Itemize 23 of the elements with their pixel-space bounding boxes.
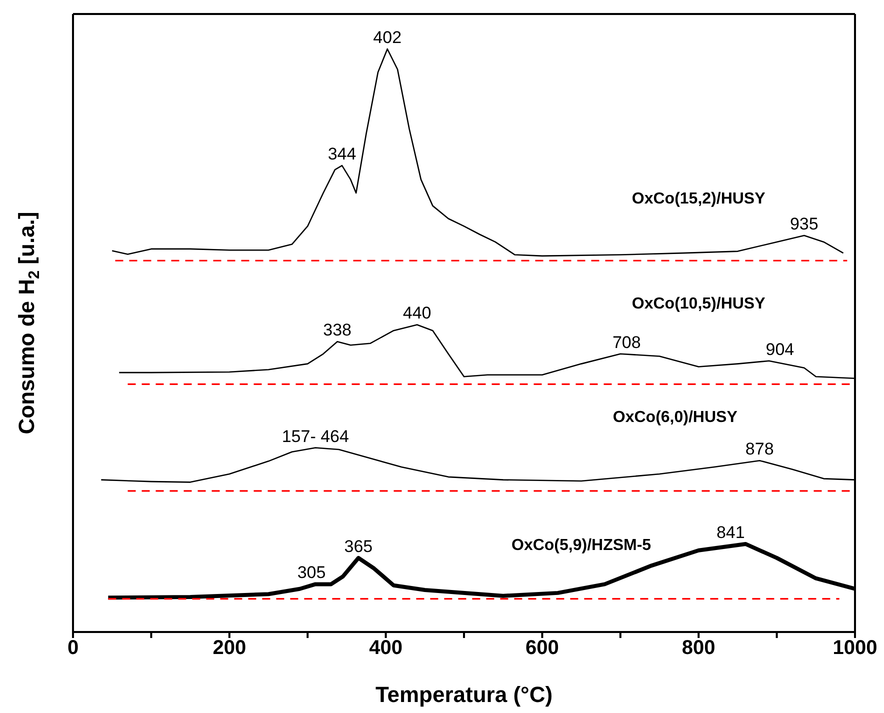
- text: OxCo(15,2)/HUSY: [632, 190, 766, 208]
- annotation: 904: [766, 340, 794, 359]
- annotation: 935: [790, 214, 818, 234]
- x-tick-label: 800: [682, 637, 716, 660]
- x-tick-label: 600: [526, 637, 559, 660]
- annotation: 157- 464: [282, 426, 349, 446]
- text: OxCo(10,5)/HUSY: [632, 295, 766, 312]
- x-tick-label: 1000: [832, 637, 878, 660]
- annotation: 708: [612, 332, 641, 352]
- annotation: 440: [402, 304, 432, 323]
- annotation: 841: [716, 522, 745, 542]
- x-tick-label: 200: [212, 637, 246, 660]
- x-axis-title: Temperatura (°C): [375, 682, 553, 707]
- text: OxCo(6,0)/HUSY: [612, 408, 738, 426]
- series-label: OxCo(5,9)/HZSM-5: [512, 537, 652, 554]
- x-tick-label: 0: [67, 637, 79, 660]
- annotation: 878: [745, 440, 774, 459]
- annotation: 305: [297, 563, 326, 582]
- annotation: 338: [323, 320, 352, 340]
- annotation: 365: [344, 536, 373, 556]
- annotation: 344: [328, 144, 356, 164]
- x-tick-label: 400: [369, 637, 402, 660]
- annotation: 402: [373, 28, 402, 47]
